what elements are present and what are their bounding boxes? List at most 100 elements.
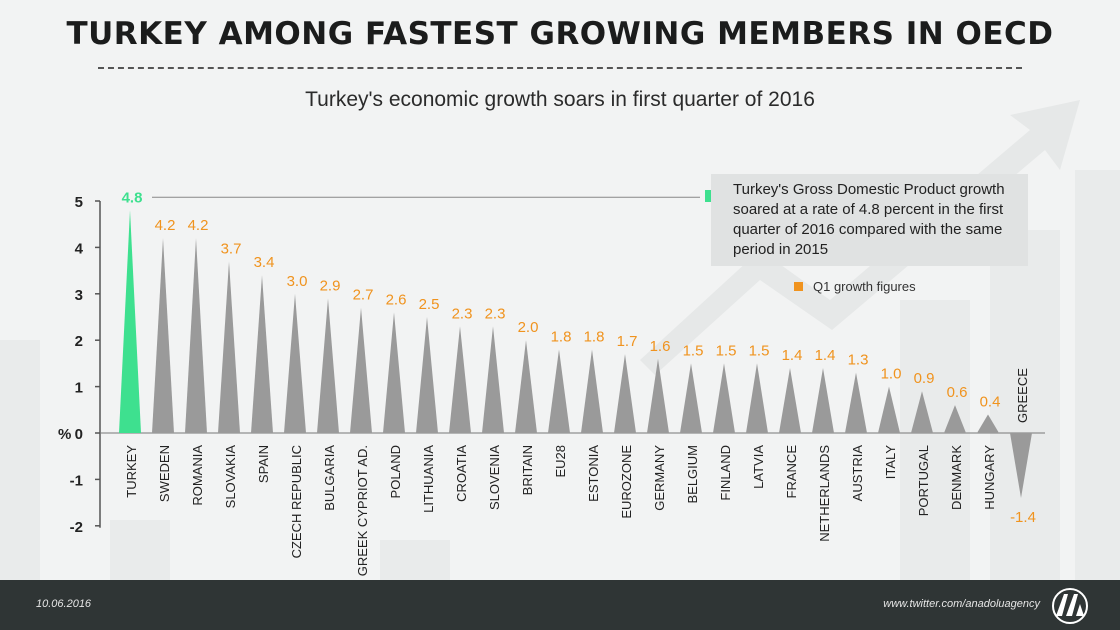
category-label: EU28: [553, 445, 568, 478]
y-tick-label: 1: [75, 380, 83, 397]
bar: [746, 363, 768, 433]
category-label: ROMANIA: [190, 445, 205, 506]
bar-value-label: 2.6: [386, 291, 407, 308]
bar-value-label: 1.5: [749, 342, 770, 359]
bar: [581, 349, 603, 433]
legend: Q1 growth figures: [794, 279, 916, 294]
bar-value-label: 1.0: [881, 366, 902, 383]
category-label: DENMARK: [949, 445, 964, 510]
bar-value-label: 2.0: [518, 319, 539, 336]
y-tick-label: 3: [75, 287, 83, 304]
footer: 10.06.2016 www.twitter.com/anadoluagency: [0, 580, 1120, 630]
category-label: GREECE: [1015, 368, 1030, 423]
y-tick-label: -2: [70, 519, 83, 536]
bar: [152, 238, 174, 433]
legend-label: Q1 growth figures: [813, 279, 916, 294]
category-label: POLAND: [388, 445, 403, 498]
bar: [713, 363, 735, 433]
category-label: TURKEY: [124, 445, 139, 498]
y-axis-unit-label: %: [58, 426, 71, 443]
bar: [845, 372, 867, 433]
bar: [251, 275, 273, 433]
annotation-text: Turkey's Gross Domestic Product growth s…: [733, 181, 1005, 258]
bar: [383, 312, 405, 433]
category-label: LATVIA: [751, 445, 766, 489]
bar: [647, 358, 669, 433]
category-label: NETHERLANDS: [817, 445, 832, 542]
legend-swatch: [794, 282, 803, 291]
bar: [878, 386, 900, 433]
category-label: FINLAND: [718, 445, 733, 501]
category-label: BRITAIN: [520, 445, 535, 495]
bar: [779, 368, 801, 433]
bar-value-label: 1.4: [782, 347, 803, 364]
annotation-box: Turkey's Gross Domestic Product growth s…: [711, 174, 1028, 266]
y-tick-label: 4: [75, 240, 84, 257]
bar: [185, 238, 207, 433]
bar: [449, 326, 471, 433]
background-decoration: [640, 100, 1080, 375]
category-label: PORTUGAL: [916, 445, 931, 516]
bar: [218, 261, 240, 433]
anadolu-agency-logo: [1052, 588, 1088, 624]
bar: [119, 210, 141, 433]
category-label: SWEDEN: [157, 445, 172, 502]
category-label: BULGARIA: [322, 445, 337, 511]
bar: [977, 414, 999, 433]
bar-value-label: 1.5: [716, 342, 737, 359]
category-label: SPAIN: [256, 445, 271, 483]
bar: [812, 368, 834, 433]
y-tick-label: -1: [70, 472, 83, 489]
y-tick-label: 5: [75, 194, 83, 211]
bar-value-label: 1.5: [683, 342, 704, 359]
category-label: GERMANY: [652, 445, 667, 511]
bar-value-label: 1.7: [617, 333, 638, 350]
category-label: LITHUANIA: [421, 445, 436, 513]
bar: [911, 391, 933, 433]
bar-value-label: 1.4: [815, 347, 836, 364]
bar: [416, 317, 438, 433]
category-label: AUSTRIA: [850, 445, 865, 502]
category-label: ESTONIA: [586, 445, 601, 502]
bar: [317, 298, 339, 433]
bar-value-label: 0.4: [980, 393, 1001, 410]
category-label: HUNGARY: [982, 445, 997, 510]
category-label: EUROZONE: [619, 445, 634, 519]
category-label: CZECH REPUBLIC: [289, 445, 304, 558]
bar: [350, 307, 372, 433]
bar-value-label: 1.3: [848, 352, 869, 369]
bar-value-label: 2.5: [419, 296, 440, 313]
category-label: SLOVENIA: [487, 445, 502, 510]
y-tick-label: 0: [75, 426, 83, 443]
bar-value-label: 0.6: [947, 384, 968, 401]
bar: [680, 363, 702, 433]
title-divider: [98, 67, 1022, 69]
bar-value-label: 1.8: [551, 328, 572, 345]
bar-value-label: 3.7: [221, 240, 242, 257]
bar-value-label: -1.4: [1010, 509, 1036, 526]
bar-value-label: 4.8: [122, 189, 143, 206]
bar: [944, 405, 966, 433]
footer-twitter-link[interactable]: www.twitter.com/anadoluagency: [883, 598, 1040, 610]
bar-value-label: 2.9: [320, 277, 341, 294]
bar-value-label: 0.9: [914, 370, 935, 387]
bar: [482, 326, 504, 433]
bar: [284, 293, 306, 433]
bar-value-label: 2.7: [353, 287, 374, 304]
bar-value-label: 2.3: [485, 305, 506, 322]
bar-value-label: 4.2: [188, 217, 209, 234]
bar: [614, 354, 636, 433]
footer-date: 10.06.2016: [36, 598, 92, 610]
chart-subtitle: Turkey's economic growth soars in first …: [305, 88, 815, 111]
category-label: SLOVAKIA: [223, 445, 238, 509]
category-label: GREEK CYPRIOT AD.: [355, 445, 370, 576]
category-label: FRANCE: [784, 445, 799, 499]
category-label: BELGIUM: [685, 445, 700, 504]
bar-value-label: 3.4: [254, 254, 275, 271]
bar-value-label: 3.0: [287, 273, 308, 290]
y-tick-label: 2: [75, 333, 83, 350]
bar: [1010, 433, 1032, 498]
bar-value-label: 4.2: [155, 217, 176, 234]
bar: [548, 349, 570, 433]
bar-value-label: 2.3: [452, 305, 473, 322]
